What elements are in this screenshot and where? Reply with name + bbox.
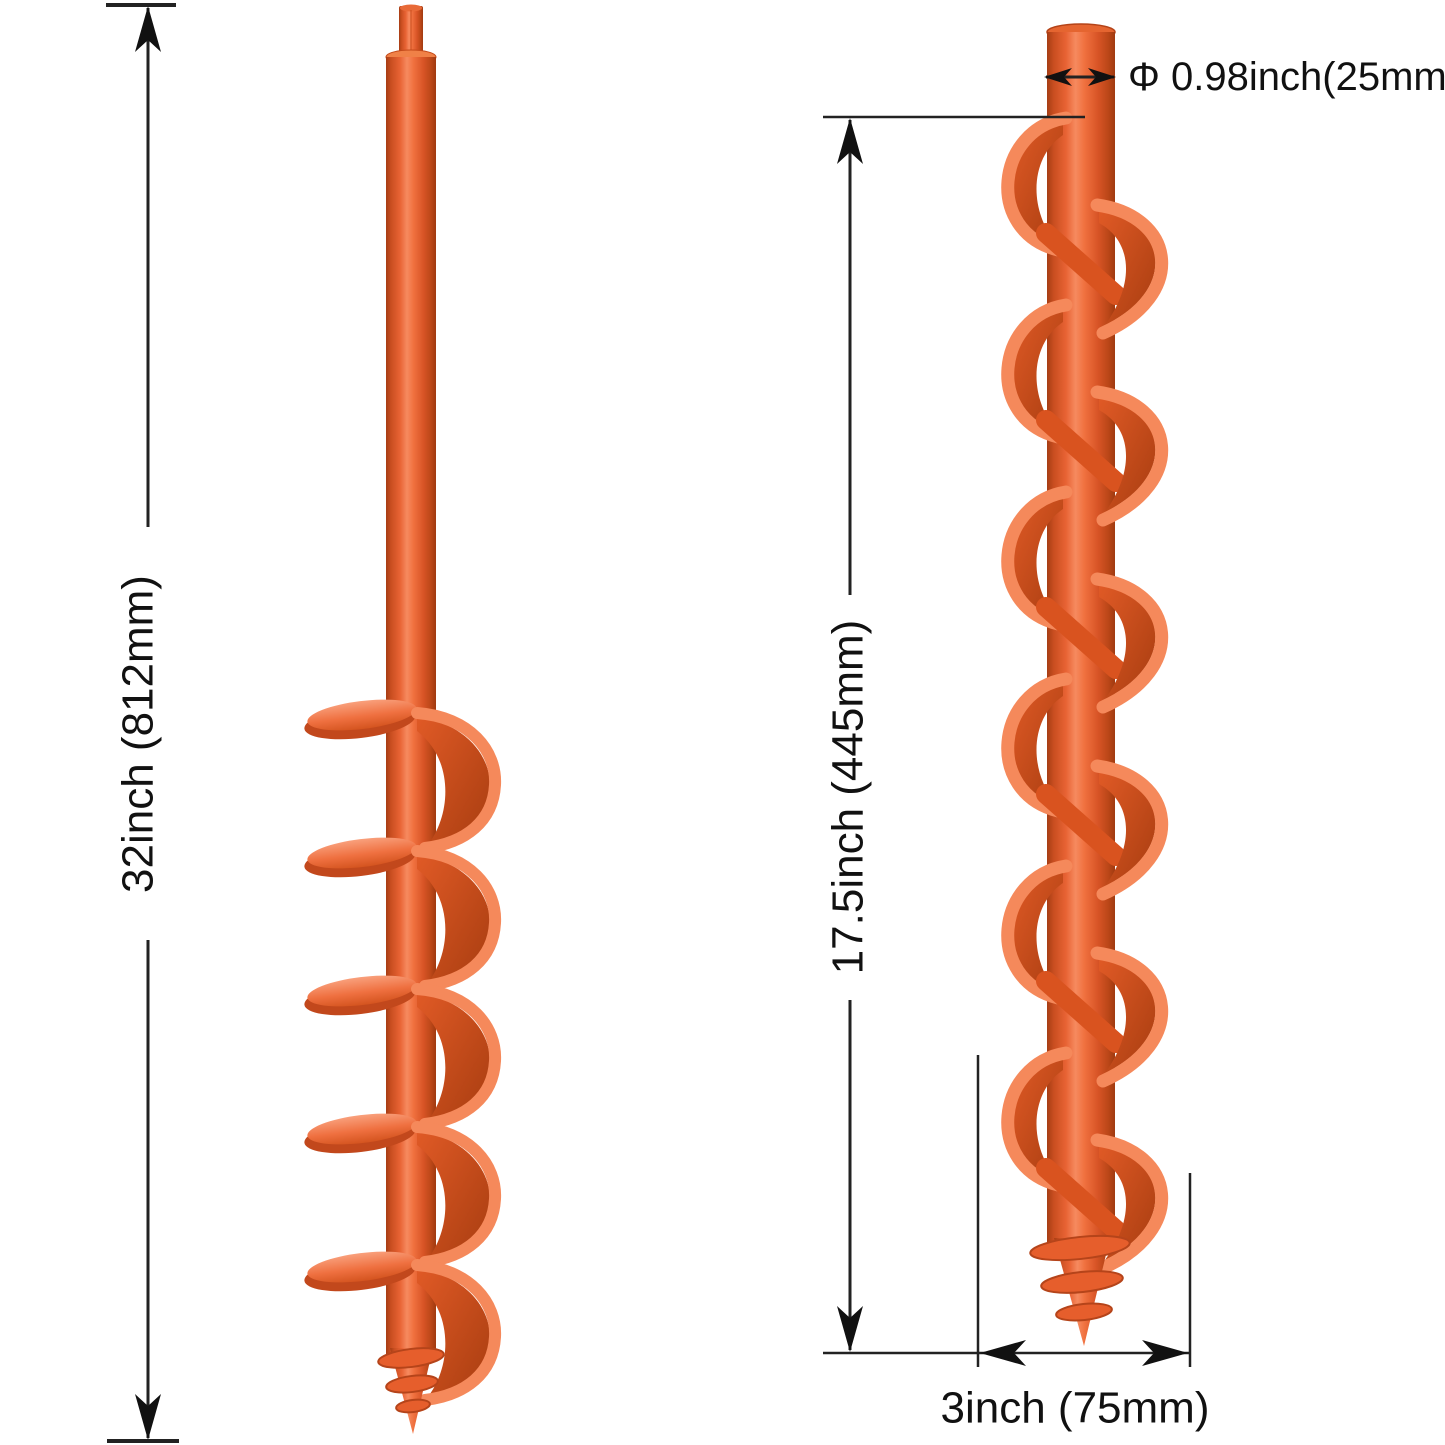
tip-width-label: 3inch (75mm) <box>941 1384 1210 1433</box>
arrow-left-icon <box>980 1340 1026 1366</box>
arrow-down-icon <box>135 1394 161 1440</box>
arrow-left-icon <box>1044 68 1072 86</box>
left-auger-illustration <box>302 4 495 1434</box>
screw-tip <box>377 1347 445 1434</box>
right-length-label: 17.5inch (445mm) <box>824 620 873 975</box>
right-auger-illustration <box>1008 23 1162 1346</box>
arrow-right-icon <box>1088 68 1116 86</box>
left-length-label: 32inch (812mm) <box>114 575 163 893</box>
shaft-diameter-dimension: Φ 0.98inch(25mm) <box>1044 55 1445 99</box>
arrow-right-icon <box>1142 1340 1188 1366</box>
arrow-up-icon <box>837 118 863 164</box>
screw-tip <box>1029 1234 1131 1346</box>
arrow-up-icon <box>135 6 161 52</box>
arrow-down-icon <box>837 1306 863 1352</box>
left-length-dimension: 32inch (812mm) <box>106 3 179 1443</box>
right-length-dimension: 17.5inch (445mm) <box>823 115 1085 1352</box>
tip-width-dimension: 3inch (75mm) <box>823 1055 1209 1433</box>
shaft-diameter-label: Φ 0.98inch(25mm) <box>1128 55 1445 99</box>
